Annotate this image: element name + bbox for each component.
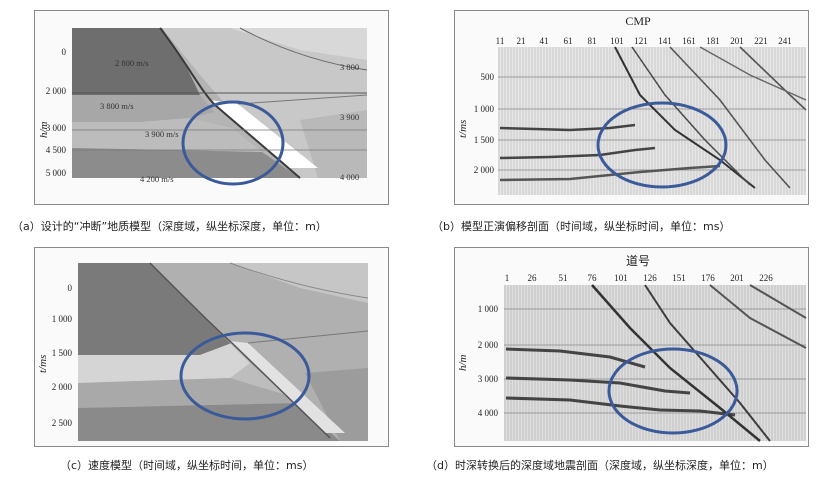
y-tick: 4 500 [46, 145, 67, 155]
x-tick: 226 [759, 273, 773, 283]
x-tick: 81 [588, 36, 597, 46]
velocity-label-5: 3 800 [340, 62, 359, 72]
top-axis-label: 道号 [626, 254, 650, 268]
panel-b-figure: CMP 11 21 41 61 81 101 121 141 161 181 2… [457, 14, 807, 195]
y-tick: 1 000 [474, 104, 495, 114]
panel-a-caption: （a）设计的“冲断”地质模型（深度域，纵坐标深度，单位：m） [12, 220, 327, 233]
panel-c-figure: 0 1 000 1 500 2 000 2 500 t/ms [37, 262, 369, 441]
x-tick: 11 [496, 36, 505, 46]
panel-a-figure: 2 800 m/s 3 800 m/s 3 900 m/s 4 200 m/s … [38, 27, 368, 186]
y-tick: 0 [62, 47, 67, 57]
x-ticks: 11 21 41 61 81 101 121 141 161 181 201 2… [496, 36, 792, 46]
velocity-label-4: 4 200 m/s [140, 174, 174, 184]
y-tick: 2 000 [478, 340, 499, 350]
x-tick: 221 [754, 36, 768, 46]
y-axis-label: t/ms [37, 355, 49, 373]
y-tick: 1 000 [52, 314, 73, 324]
x-tick: 181 [706, 36, 720, 46]
y-tick: 0 [68, 283, 73, 293]
y-tick: 2 000 [46, 86, 67, 96]
highlight-ellipse [607, 347, 739, 435]
y-tick: 1 000 [478, 304, 499, 314]
x-tick: 151 [672, 273, 686, 283]
x-tick: 176 [701, 273, 715, 283]
velocity-label-1: 2 800 m/s [115, 58, 149, 68]
y-tick: 3 000 [46, 123, 67, 133]
y-tick: 1 500 [52, 348, 73, 358]
y-axis-label: t/ms [457, 120, 469, 138]
y-axis-label: h/m [457, 354, 469, 371]
x-tick: 201 [730, 273, 744, 283]
x-tick: 1 [505, 273, 510, 283]
y-tick: 1 500 [474, 135, 495, 145]
y-tick: 500 [481, 72, 495, 82]
x-tick: 241 [778, 36, 792, 46]
x-tick: 161 [682, 36, 696, 46]
panel-d-figure: 道号 1 26 51 76 101 126 151 176 201 226 1 … [457, 254, 807, 442]
y-tick: 3 000 [478, 374, 499, 384]
x-tick: 61 [564, 36, 573, 46]
panel-a: 2 800 m/s 3 800 m/s 3 900 m/s 4 200 m/s … [0, 0, 400, 240]
x-tick: 51 [559, 273, 568, 283]
y-tick: 2 000 [474, 165, 495, 175]
x-tick: 141 [658, 36, 672, 46]
highlight-ellipse [179, 331, 311, 421]
x-tick: 101 [610, 36, 624, 46]
panel-d: 道号 1 26 51 76 101 126 151 176 201 226 1 … [420, 243, 831, 483]
panel-b-caption: （b）模型正演偏移剖面（时间域，纵坐标时间，单位：ms） [432, 220, 731, 233]
highlight-ellipse [181, 100, 285, 186]
velocity-label-2: 3 800 m/s [100, 101, 134, 111]
y-axis-label: h/m [38, 121, 50, 138]
velocity-label-6: 3 900 [340, 112, 359, 122]
panel-d-caption: （d）时深转换后的深度域地震剖面（深度域，纵坐标深度，单位：m） [426, 459, 774, 472]
y-tick: 2 500 [52, 418, 73, 428]
x-tick: 201 [730, 36, 744, 46]
x-tick: 121 [634, 36, 648, 46]
x-tick: 21 [517, 36, 526, 46]
panel-c-caption: （c）速度模型（时间域，纵坐标时间，单位：ms） [60, 459, 314, 472]
x-tick: 126 [643, 273, 657, 283]
y-tick: 2 000 [52, 382, 73, 392]
y-tick: 4 000 [478, 408, 499, 418]
x-tick: 41 [540, 36, 549, 46]
x-tick: 26 [528, 273, 538, 283]
y-tick: 5 000 [46, 168, 67, 178]
panel-b: CMP 11 21 41 61 81 101 121 141 161 181 2… [420, 0, 831, 240]
x-tick: 101 [614, 273, 628, 283]
panel-c: 0 1 000 1 500 2 000 2 500 t/ms （c）速度模型（时… [0, 243, 400, 483]
top-axis-label: CMP [625, 14, 651, 28]
x-ticks: 1 26 51 76 101 126 151 176 201 226 [505, 273, 774, 283]
x-tick: 76 [588, 273, 598, 283]
velocity-label-7: 4 000 [340, 172, 359, 182]
velocity-label-3: 3 900 m/s [145, 129, 179, 139]
highlight-ellipse [596, 101, 728, 189]
